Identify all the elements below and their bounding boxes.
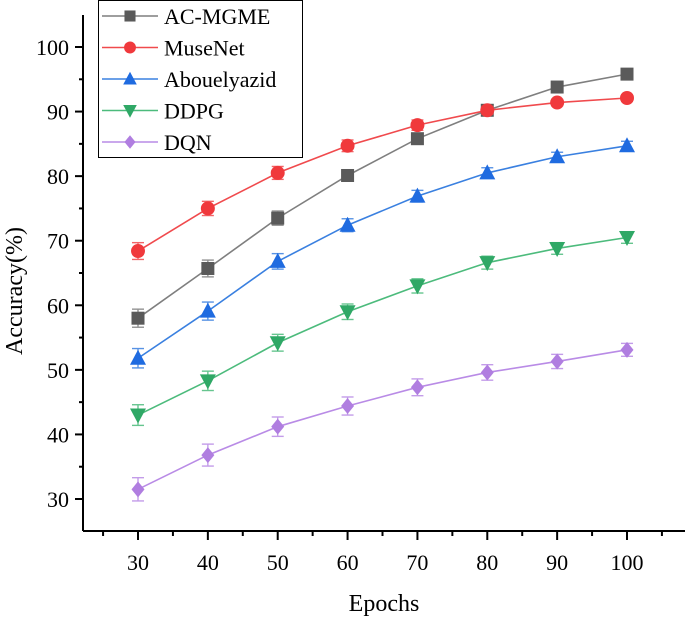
axes: 30 40 50 60 70 80 90 100 30 40 50 60 70 80 90 100: [36, 15, 685, 575]
data-point-ac-mgme: [550, 80, 564, 94]
data-point-ac-mgme: [410, 132, 424, 146]
data-point-ddpg: [619, 230, 635, 246]
y-tick-label: 30: [47, 487, 69, 512]
data-point-ac-mgme: [201, 261, 215, 275]
data-point-dqn: [480, 364, 494, 381]
data-point-abouelyazid: [269, 252, 286, 268]
legend-marker-musenet: [124, 41, 136, 54]
data-point-dqn: [410, 379, 424, 396]
legend-label: Abouelyazid: [164, 67, 276, 92]
data-point-musenet: [480, 103, 495, 118]
data-point-ddpg: [269, 336, 286, 352]
data-point-ddpg: [130, 408, 146, 424]
data-point-dqn: [131, 481, 145, 498]
legend-item-dqn: DQN: [102, 130, 212, 155]
x-tick-label: 60: [337, 550, 359, 575]
data-point-abouelyazid: [479, 164, 496, 180]
y-tick-label: 50: [47, 358, 69, 383]
series-abouelyazid: [130, 137, 635, 369]
x-axis-title: Epochs: [349, 591, 420, 617]
legend: AC-MGME MuseNet Abouelyazid DDPG DQN: [98, 0, 303, 158]
data-point-musenet: [620, 91, 634, 106]
data-point-musenet: [550, 95, 565, 110]
series-ddpg: [130, 230, 635, 427]
data-point-ac-mgme: [620, 67, 634, 81]
series-dqn: [131, 341, 634, 502]
x-tick-label: 90: [546, 550, 568, 575]
legend-label: MuseNet: [164, 36, 245, 61]
x-tick-label: 40: [197, 550, 219, 575]
data-point-abouelyazid: [549, 148, 566, 164]
data-point-abouelyazid: [409, 187, 426, 203]
x-tick-label: 30: [127, 550, 149, 575]
y-tick-label: 60: [47, 293, 69, 318]
data-point-musenet: [270, 165, 285, 180]
series-line-dqn: [137, 349, 628, 491]
y-tick-label: 80: [47, 164, 69, 189]
data-point-ac-mgme: [271, 211, 285, 225]
series-layer: [130, 67, 635, 502]
series-line-musenet: [137, 97, 628, 252]
series-line-abouelyazid: [137, 145, 628, 359]
data-point-dqn: [271, 418, 285, 435]
y-tick-label: 90: [47, 100, 69, 125]
legend-marker-abouelyazid: [123, 71, 137, 85]
data-point-dqn: [620, 341, 634, 358]
x-tick-label: 70: [406, 550, 428, 575]
data-point-dqn: [550, 353, 564, 370]
data-point-abouelyazid: [619, 137, 635, 153]
legend-label: DDPG: [164, 99, 224, 124]
data-point-dqn: [201, 447, 215, 464]
legend-label: AC-MGME: [164, 4, 270, 29]
x-tick-label: 80: [476, 550, 498, 575]
data-point-musenet: [410, 118, 425, 133]
x-tick-label: 50: [267, 550, 289, 575]
series-musenet: [131, 91, 634, 261]
data-point-ddpg: [199, 374, 216, 390]
legend-item-ac-mgme: AC-MGME: [102, 4, 270, 29]
legend-marker-ac-mgme: [124, 10, 136, 22]
y-axis-title: Accuracy(%): [2, 227, 28, 355]
y-tick-label: 100: [36, 35, 69, 60]
data-point-ddpg: [549, 241, 566, 257]
x-tick-label: 100: [611, 550, 644, 575]
data-point-musenet: [200, 201, 215, 216]
data-point-ddpg: [479, 256, 496, 272]
data-point-musenet: [340, 138, 355, 153]
data-point-ac-mgme: [131, 311, 145, 325]
series-line-ddpg: [137, 236, 628, 416]
data-point-ddpg: [339, 305, 356, 321]
data-point-ac-mgme: [341, 168, 355, 182]
y-tick-label: 70: [47, 229, 69, 254]
legend-item-ddpg: DDPG: [102, 99, 224, 124]
data-point-ddpg: [409, 279, 426, 295]
legend-label: DQN: [164, 130, 212, 155]
data-point-abouelyazid: [130, 349, 146, 365]
data-point-musenet: [131, 244, 145, 259]
legend-marker-ddpg: [123, 104, 137, 118]
legend-item-abouelyazid: Abouelyazid: [102, 67, 276, 92]
y-tick-label: 40: [47, 422, 69, 447]
legend-item-musenet: MuseNet: [102, 36, 245, 61]
data-point-abouelyazid: [339, 216, 356, 232]
data-point-dqn: [341, 398, 355, 415]
data-point-abouelyazid: [199, 302, 216, 318]
series-line-ac-mgme: [137, 73, 628, 319]
